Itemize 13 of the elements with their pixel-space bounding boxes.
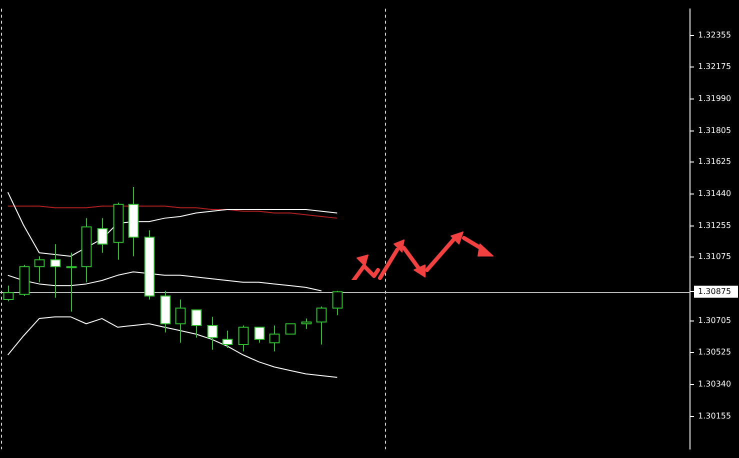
y-tick-label: 1.31075 [698, 252, 732, 262]
y-tick-label: 1.30155 [698, 411, 732, 420]
y-tick-label: 1.32355 [698, 30, 732, 40]
y-tick-label: 1.31990 [698, 94, 732, 103]
y-tick-label: 1.30875 [698, 286, 732, 296]
y-tick-label: 1.30340 [698, 379, 732, 388]
y-tick-label: 1.31440 [698, 189, 732, 198]
y-tick-label: 1.31625 [698, 157, 732, 166]
y-tick-label: 1.30705 [698, 316, 732, 326]
y-tick-label: 1.31255 [698, 221, 732, 230]
y-tick-label: 1.31805 [698, 126, 732, 135]
y-tick-label: 1.32175 [698, 62, 732, 71]
y-tick-label: 1.30525 [698, 347, 732, 356]
